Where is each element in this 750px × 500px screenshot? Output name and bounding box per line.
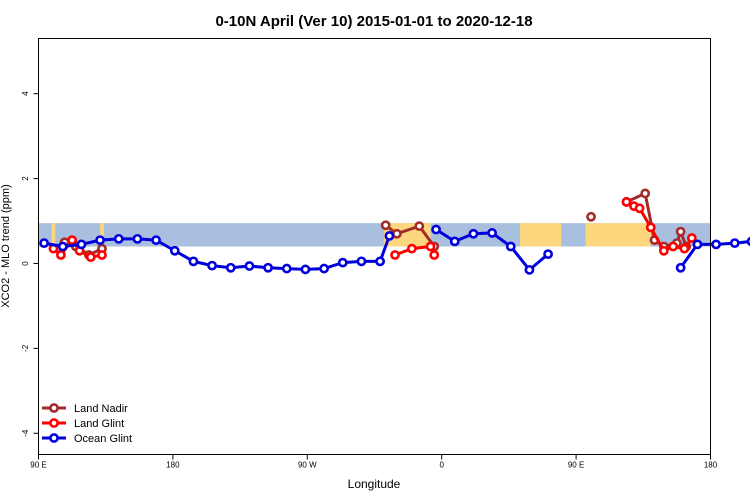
data-point — [76, 239, 87, 250]
data-point — [337, 257, 348, 268]
data-point — [692, 239, 703, 250]
legend-item: Ocean Glint — [42, 433, 132, 445]
legend-item: Land Glint — [42, 418, 124, 430]
data-point — [449, 236, 460, 247]
data-point — [429, 250, 440, 260]
data-point — [621, 197, 632, 207]
data-point — [658, 245, 669, 256]
data-point — [95, 235, 105, 246]
data-point — [113, 233, 124, 244]
y-axis-label: XCO2 - MLO trend (ppm) — [0, 184, 12, 307]
legend-swatch-marker — [49, 433, 59, 443]
data-point — [524, 264, 535, 275]
land-band — [51, 223, 56, 247]
legend: Land Nadir Land Glint Ocean Glint — [42, 403, 132, 445]
data-point — [281, 263, 292, 274]
data-point — [188, 256, 199, 267]
data-point — [151, 235, 161, 246]
data-point — [729, 238, 740, 249]
data-point — [586, 211, 596, 222]
land-band — [100, 223, 104, 247]
data-point — [263, 262, 273, 273]
data-point — [390, 250, 400, 260]
data-point — [39, 238, 49, 249]
data-point — [319, 263, 329, 274]
data-point — [645, 222, 656, 233]
chart-title: 0-10N April (Ver 10) 2015-01-01 to 2020-… — [215, 13, 532, 30]
x-tick-label: 180 — [166, 461, 180, 470]
land-band — [520, 223, 562, 247]
data-point — [414, 221, 425, 232]
x-tick-label: 90 E — [30, 461, 46, 470]
legend-label: Land Nadir — [74, 403, 128, 415]
data-point — [468, 228, 479, 239]
data-point — [431, 224, 441, 235]
plot-frame — [38, 38, 711, 455]
y-tick-label: 0 — [21, 261, 30, 266]
data-point — [169, 245, 180, 256]
data-point — [406, 243, 417, 254]
data-point — [487, 228, 497, 238]
x-tick-label: 0 — [439, 461, 444, 470]
data-point — [384, 230, 395, 241]
land-band — [585, 223, 651, 247]
data-point — [225, 262, 236, 273]
y-tick-label: 4 — [21, 91, 30, 96]
y-axis: -4 -2 0 2 4 — [21, 91, 39, 437]
x-axis-label: Longitude — [348, 477, 401, 491]
data-point — [67, 235, 77, 246]
x-axis: 90 E 180 90 W 0 90 E 180 — [30, 454, 718, 470]
data-point — [380, 220, 391, 231]
data-point — [675, 262, 686, 273]
data-point — [640, 188, 651, 199]
y-tick-label: 2 — [21, 176, 30, 181]
data-point — [56, 250, 66, 260]
data-point — [391, 228, 402, 239]
data-point — [244, 261, 255, 271]
data-point — [675, 226, 686, 237]
data-point — [207, 260, 217, 271]
data-point — [356, 256, 367, 267]
data-point — [505, 241, 516, 252]
series-line — [384, 224, 436, 248]
legend-swatch-marker — [49, 418, 59, 428]
x-tick-label: 90 W — [298, 461, 317, 470]
data-point — [57, 241, 68, 252]
legend-swatch-marker — [49, 403, 59, 413]
x-tick-label: 180 — [704, 461, 718, 470]
data-point — [686, 233, 697, 243]
series-ocean-glint — [39, 224, 750, 275]
data-point — [375, 256, 385, 267]
data-point — [97, 250, 107, 260]
legend-label: Land Glint — [74, 418, 124, 430]
series-land-glint — [48, 197, 697, 263]
data-point — [85, 252, 96, 263]
series-line — [679, 240, 750, 269]
data-point — [425, 241, 436, 252]
x-tick-label: 90 E — [568, 461, 584, 470]
series-layer — [39, 188, 750, 275]
data-point — [668, 241, 679, 252]
data-point — [746, 236, 750, 247]
legend-item: Land Nadir — [42, 403, 128, 415]
data-point — [679, 243, 690, 254]
data-point — [132, 233, 143, 244]
data-point — [711, 239, 721, 250]
data-point — [543, 249, 553, 260]
legend-label: Ocean Glint — [74, 433, 132, 445]
background-band — [38, 223, 711, 247]
y-tick-label: -4 — [21, 429, 30, 437]
data-point — [634, 203, 645, 214]
y-tick-label: -2 — [21, 344, 30, 352]
data-point — [300, 264, 311, 275]
